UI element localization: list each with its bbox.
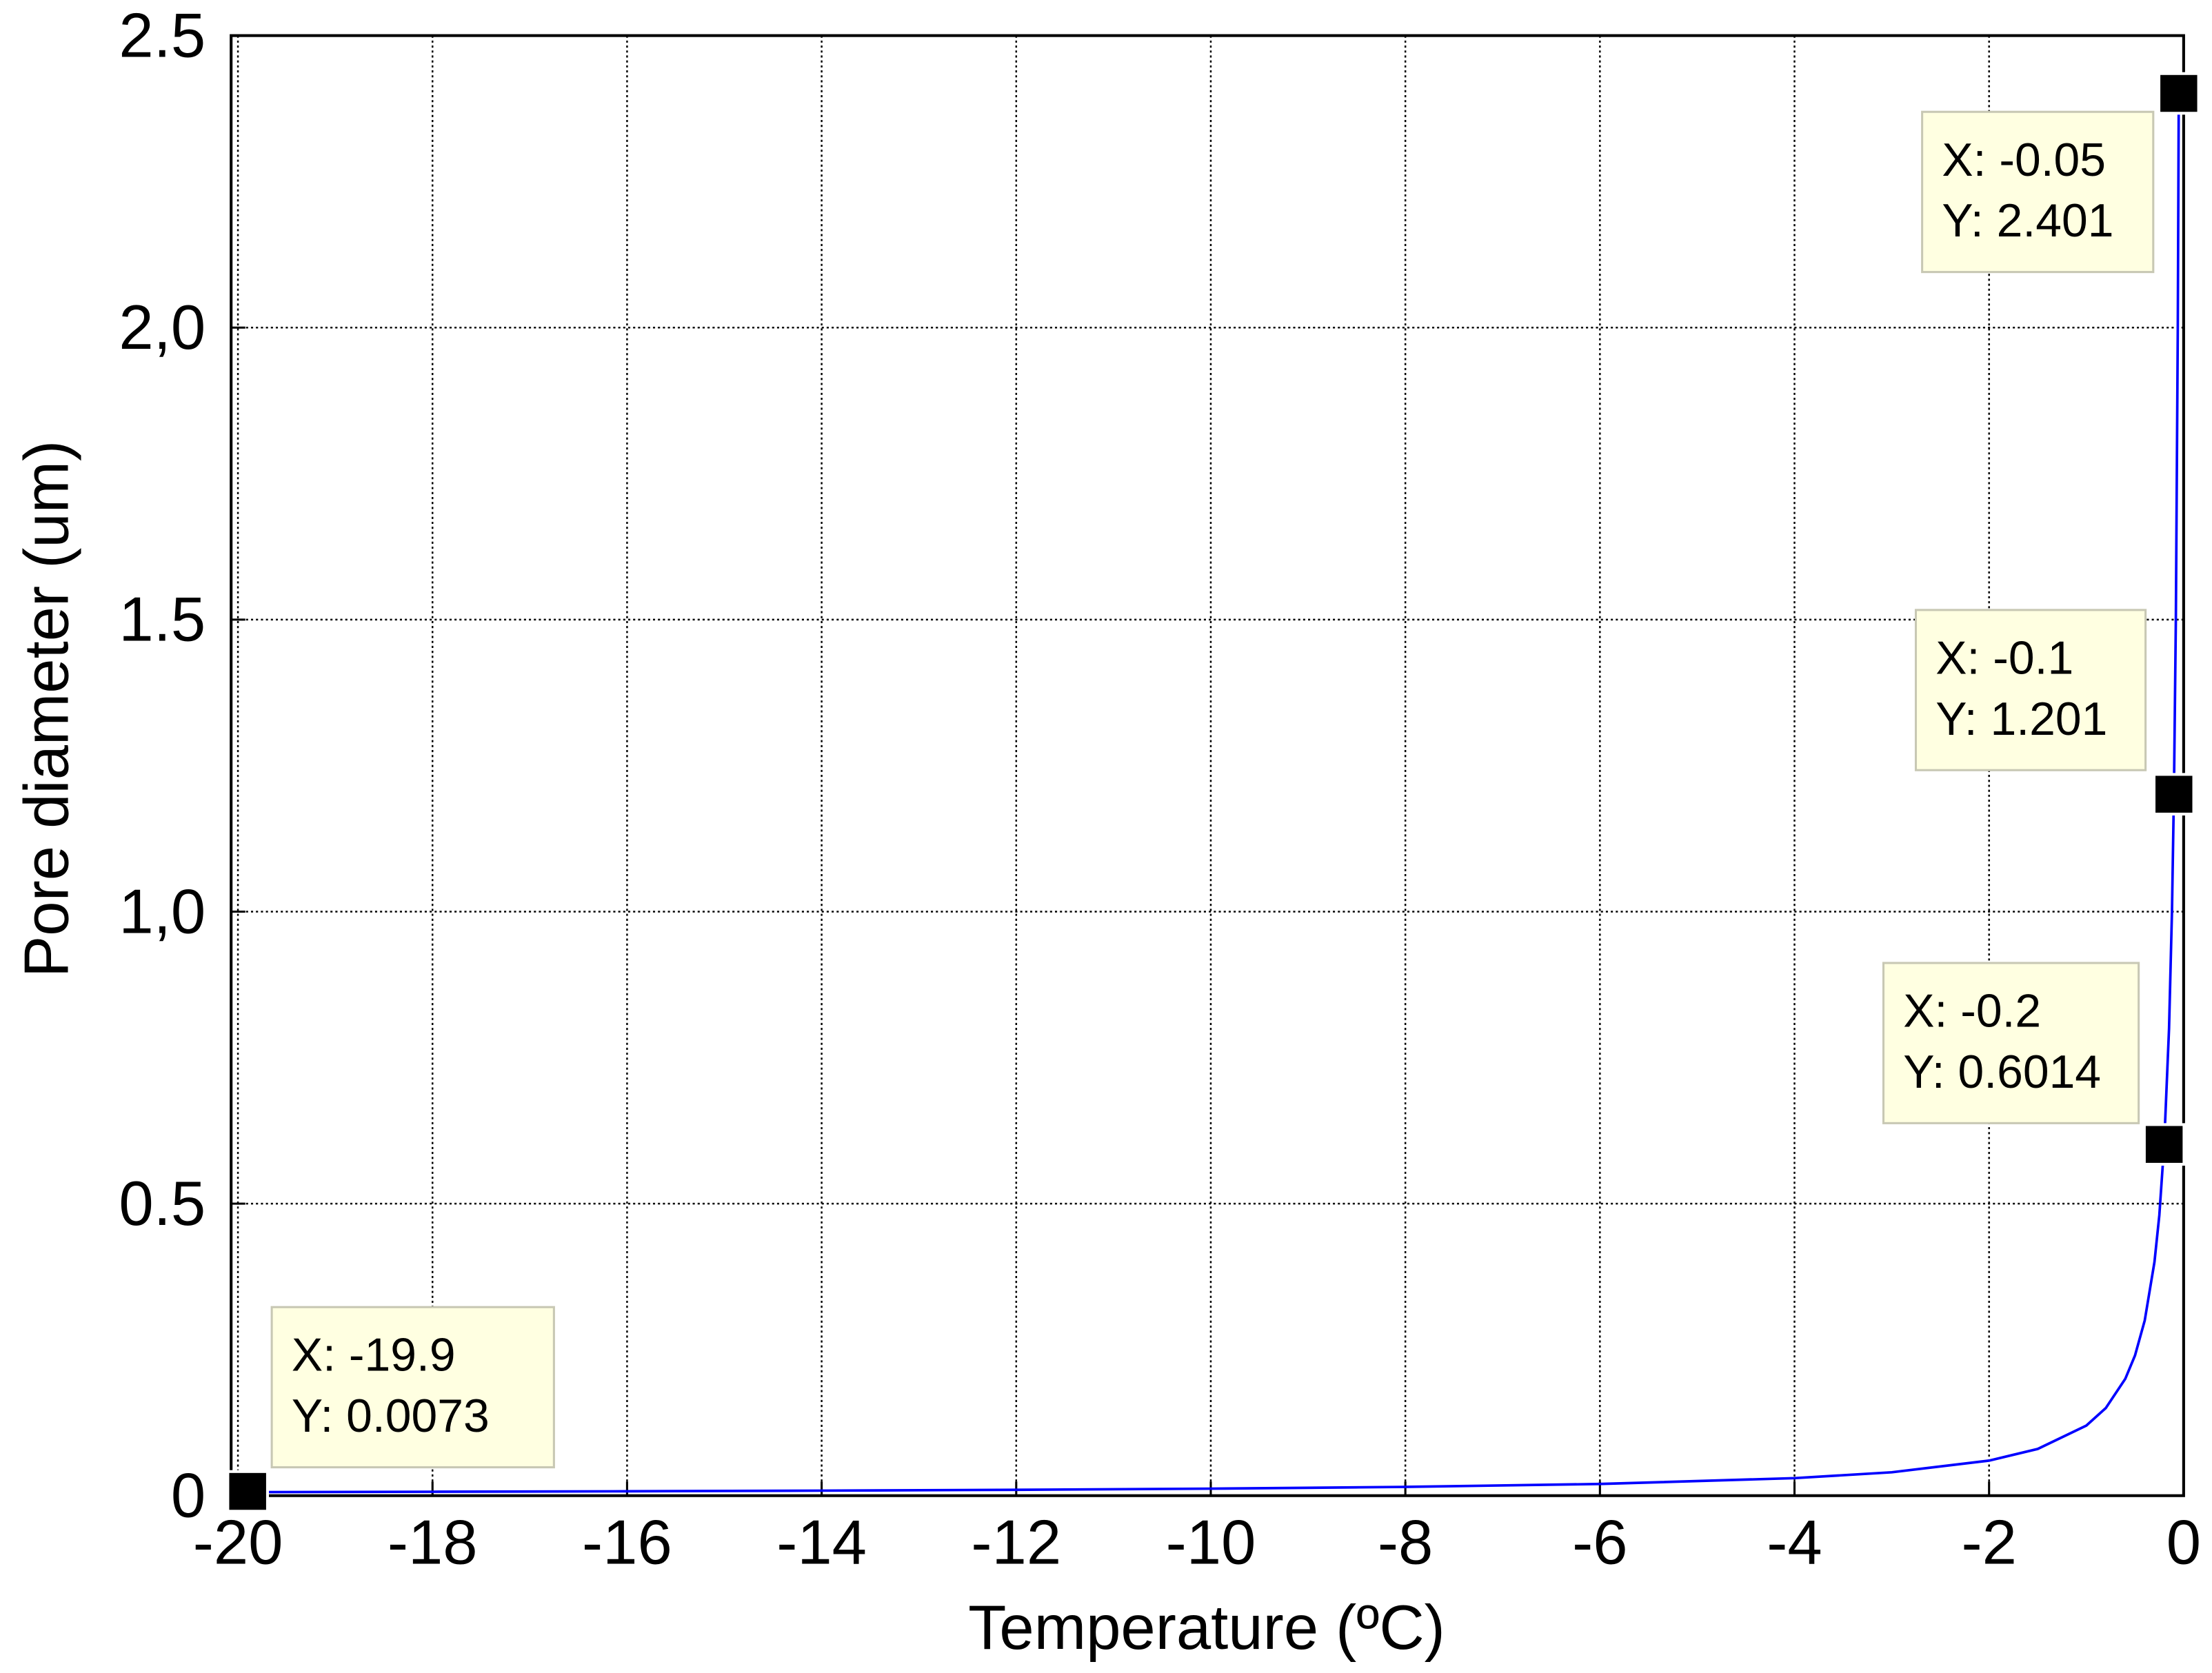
data-tip-y: Y: 1.201 (1936, 693, 2107, 745)
data-tip: X: -19.9 Y: 0.0073 (270, 1306, 555, 1469)
x-tick-label: -10 (1166, 1508, 1256, 1577)
x-tick-label: -2 (1961, 1508, 2016, 1577)
y-axis-label: Pore diameter (um) (12, 440, 82, 977)
y-tick-label: 2.5 (119, 1, 205, 70)
x-tick-label: -8 (1378, 1508, 1433, 1577)
y-tick-label: 2,0 (119, 293, 205, 363)
data-tip-box (270, 1306, 555, 1469)
data-tip-x: X: -19.9 (292, 1330, 456, 1381)
data-tip-marker (226, 1470, 270, 1513)
x-tick-label: -6 (1572, 1508, 1627, 1577)
data-tip: X: -0.1 Y: 1.201 (1914, 609, 2147, 771)
y-tick-label: 1,0 (119, 877, 205, 946)
data-tip-marker (2157, 72, 2200, 115)
x-tick-label: 0 (2166, 1508, 2201, 1577)
x-tick-label: -12 (971, 1508, 1061, 1577)
data-tip-y: Y: 0.6014 (1903, 1046, 2101, 1098)
y-tick-label: 1.5 (119, 585, 205, 655)
x-tick-label: -20 (193, 1508, 283, 1577)
x-tick-label: -4 (1767, 1508, 1822, 1577)
data-tip: X: -0.05 Y: 2.401 (1921, 110, 2155, 274)
plot-frame (230, 34, 2185, 1497)
y-tick-label: 0 (171, 1461, 205, 1531)
data-tip-box (1882, 962, 2140, 1124)
y-tick-label: 0.5 (119, 1169, 205, 1239)
data-tip-marker (2142, 1123, 2186, 1166)
data-tip-x: X: -0.1 (1936, 632, 2073, 684)
x-tick-label: -18 (388, 1508, 478, 1577)
data-tip-box (1914, 609, 2147, 771)
data-tip: X: -0.2 Y: 0.6014 (1882, 962, 2140, 1124)
data-tip-x: X: -0.2 (1903, 986, 2041, 1037)
x-tick-label: -14 (776, 1508, 867, 1577)
data-line (238, 93, 2180, 1494)
x-tick-label: -16 (582, 1508, 672, 1577)
data-tip-marker (2152, 773, 2195, 816)
data-tip-y: Y: 0.0073 (292, 1390, 490, 1442)
data-tip-box (1921, 110, 2155, 274)
x-axis-label: Temperature (ºC) (968, 1593, 1445, 1663)
data-tip-x: X: -0.05 (1942, 134, 2106, 186)
data-tip-y: Y: 2.401 (1942, 195, 2113, 247)
